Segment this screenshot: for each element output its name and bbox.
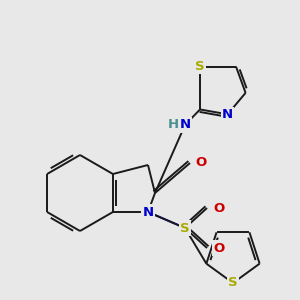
Text: N: N — [179, 118, 191, 131]
Text: N: N — [142, 206, 154, 218]
Text: H: H — [167, 118, 178, 131]
Text: O: O — [213, 202, 224, 214]
Text: S: S — [195, 60, 205, 73]
Text: O: O — [195, 157, 206, 169]
Text: S: S — [180, 221, 190, 235]
Text: S: S — [228, 277, 238, 290]
Text: N: N — [222, 108, 233, 121]
Text: O: O — [213, 242, 224, 254]
